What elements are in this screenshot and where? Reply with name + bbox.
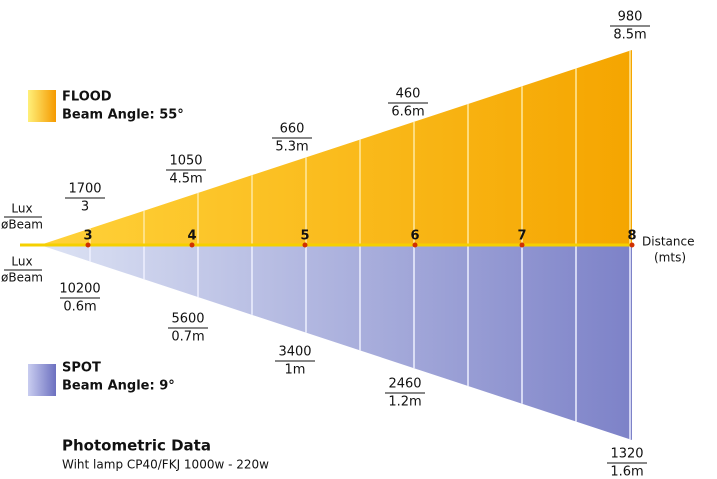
tick-label: 5 [300,229,309,244]
flood-reading-lux: 660 [280,122,305,137]
flood-reading-beam: 4.5m [169,172,202,187]
spot-cone [40,245,632,440]
axis-label: Distance [642,235,694,249]
tick-label: 4 [187,229,196,244]
flood-reading-lux: 460 [396,87,421,102]
tick-label: 6 [410,229,419,244]
flood-name: FLOOD [62,90,112,105]
flood-reading-beam: 8.5m [613,28,646,43]
spot-reading-beam: 0.7m [171,330,204,345]
axis-unit: (mts) [654,251,686,265]
tick-dot [412,242,418,248]
flood-cone [40,50,632,245]
tick-dot [85,242,91,248]
bands [89,50,631,440]
spot-reading-lux: 3400 [278,345,311,360]
tick-label: 8 [627,229,636,244]
tick-dot [519,242,525,248]
spot-reading-lux: 5600 [171,312,204,327]
spot-reading-beam: 1m [285,363,306,378]
tick-label: 7 [517,229,526,244]
flood-reading-beam: 5.3m [275,140,308,155]
footer-subtitle: Wiht lamp CP40/FKJ 1000w - 220w [62,458,269,472]
spot-angle: Beam Angle: 9° [62,379,175,394]
flood-reading-lux: 1050 [169,154,202,169]
tick-label: 3 [83,229,92,244]
beam-label: øBeam [1,271,43,285]
flood-reading-lux: 980 [618,10,643,25]
spot-reading-beam: 0.6m [63,300,96,315]
tick-dot [189,242,195,248]
lux-label: Lux [11,255,32,269]
flood-reading-beam: 3 [81,200,89,215]
lux-label: Lux [11,202,32,216]
flood-reading-beam: 6.6m [391,105,424,120]
flood-swatch [28,90,56,122]
spot-reading-lux: 1320 [610,447,643,462]
spot-reading-beam: 1.2m [388,395,421,410]
tick-dot [302,242,308,248]
spot-reading-lux: 10200 [59,282,100,297]
flood-angle: Beam Angle: 55° [62,108,184,123]
spot-swatch [28,364,56,396]
spot-name: SPOT [62,361,101,376]
spot-reading-lux: 2460 [388,377,421,392]
footer-title: Photometric Data [62,437,211,455]
flood-reading-lux: 1700 [68,182,101,197]
spot-reading-beam: 1.6m [610,465,643,479]
tick-dot [629,242,635,248]
beam-label: øBeam [1,218,43,232]
